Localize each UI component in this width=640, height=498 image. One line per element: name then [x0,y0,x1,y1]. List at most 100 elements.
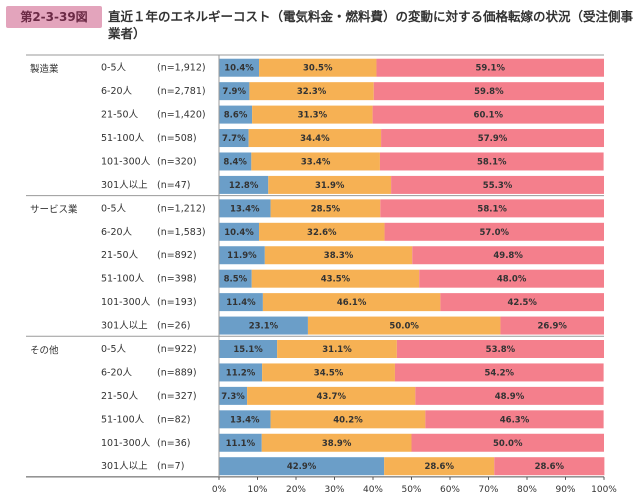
group-label: サービス業 [30,204,78,216]
sample-size-label: (n=320) [157,156,197,167]
bar-segment-series-2 [261,433,412,452]
bar-segment-series-1 [219,457,385,476]
bar-segment-series-2 [251,269,420,288]
size-label: 21-50人 [101,391,139,402]
size-label: 51-100人 [101,133,145,144]
sample-size-label: (n=922) [157,344,197,355]
bar-segment-series-3 [440,293,604,312]
bar-value-label: 48.9% [495,392,525,402]
bar-value-label: 48.0% [497,275,527,285]
bar-segment-series-3 [500,316,604,335]
bar-segment-series-1 [219,222,260,241]
bar-segment-series-3 [396,340,604,358]
bar-value-label: 46.1% [337,298,367,308]
bar-segment-series-3 [412,246,604,265]
size-label: 0-5人 [101,203,127,214]
bar-value-label: 50.0% [389,322,419,332]
bar-segment-series-1 [219,269,252,288]
bar-value-label: 32.3% [297,87,327,97]
bar-segment-series-3 [391,175,604,194]
bar-value-label: 11.4% [226,298,256,308]
bar-segment-series-3 [373,82,604,101]
bar-segment-series-2 [248,129,382,148]
x-tick-label: 100% [591,485,617,495]
x-tick-label: 90% [555,485,575,495]
size-label: 51-100人 [101,274,145,285]
sample-size-label: (n=47) [157,180,190,191]
bar-value-label: 43.7% [316,392,346,402]
bar-segment-series-2 [252,105,373,124]
bar-value-label: 54.2% [485,368,515,378]
x-tick-label: 40% [363,485,383,495]
x-tick-label: 70% [478,485,498,495]
sample-size-label: (n=1,912) [157,63,206,74]
bar-value-label: 38.3% [324,251,354,261]
bar-segment-series-3 [494,457,605,476]
bar-segment-series-3 [415,386,604,405]
bar-value-label: 49.8% [493,251,523,261]
size-label: 21-50人 [101,250,139,261]
figure-number-badge: 第2-3-39図 [6,6,102,28]
bar-segment-series-3 [372,105,604,124]
bar-segment-series-1 [219,410,271,429]
bar-value-label: 8.4% [223,157,247,167]
bar-value-label: 55.3% [483,181,513,191]
sample-size-label: (n=82) [157,414,190,425]
bar-segment-series-2 [384,457,495,476]
group-label: その他 [30,344,59,356]
bar-value-label: 31.9% [315,181,345,191]
bar-segment-series-1 [219,105,253,124]
bar-segment-series-3 [411,433,604,452]
bar-segment-series-2 [259,58,377,77]
bar-segment-series-2 [268,175,392,194]
size-label: 0-5人 [101,344,127,355]
bar-segment-series-2 [270,410,426,429]
bar-value-label: 26.9% [537,322,567,332]
bar-value-label: 8.5% [224,275,248,285]
sample-size-label: (n=1,212) [157,203,206,214]
sample-size-label: (n=508) [157,133,197,144]
bar-value-label: 60.1% [474,111,504,121]
sample-size-label: (n=26) [157,321,190,332]
bar-value-label: 10.4% [224,64,254,74]
bar-segment-series-1 [219,82,250,101]
bar-segment-series-3 [384,222,604,241]
bar-segment-series-3 [380,199,604,218]
size-label: 301人以上 [101,461,148,472]
sample-size-label: (n=327) [157,391,197,402]
bar-value-label: 13.4% [230,204,260,214]
x-tick-label: 80% [517,485,537,495]
sample-size-label: (n=193) [157,297,197,308]
bar-segment-series-2 [277,340,397,358]
size-label: 301人以上 [101,180,148,191]
bar-segment-series-2 [259,222,385,241]
x-tick-label: 20% [286,485,306,495]
bar-value-label: 11.1% [226,439,256,449]
bar-value-label: 34.4% [300,134,330,144]
bar-value-label: 53.8% [486,345,516,355]
bar-segment-series-1 [219,363,263,382]
bar-value-label: 34.5% [314,368,344,378]
size-label: 6-20人 [101,227,133,238]
bar-value-label: 57.9% [478,134,508,144]
bar-value-label: 43.5% [321,275,351,285]
size-label: 6-20人 [101,367,133,378]
size-label: 0-5人 [101,63,127,74]
bar-segment-series-3 [381,129,604,148]
figure-title: 直近１年のエネルギーコスト（電気料金・燃料費）の変動に対する価格転嫁の状況（受注… [108,9,634,41]
bar-value-label: 50.0% [493,439,523,449]
bar-segment-series-2 [307,316,501,335]
bar-value-label: 12.8% [229,181,259,191]
bar-value-label: 40.2% [333,415,363,425]
bar-value-label: 7.7% [222,134,246,144]
bar-value-label: 11.9% [227,251,257,261]
bar-value-label: 28.6% [535,462,565,472]
size-label: 101-300人 [101,156,151,167]
bar-segment-series-1 [219,316,308,335]
sample-size-label: (n=889) [157,367,197,378]
bar-value-label: 7.3% [221,392,245,402]
x-tick-label: 60% [440,485,460,495]
bar-segment-series-2 [249,82,374,101]
x-tick-label: 0% [212,485,227,495]
